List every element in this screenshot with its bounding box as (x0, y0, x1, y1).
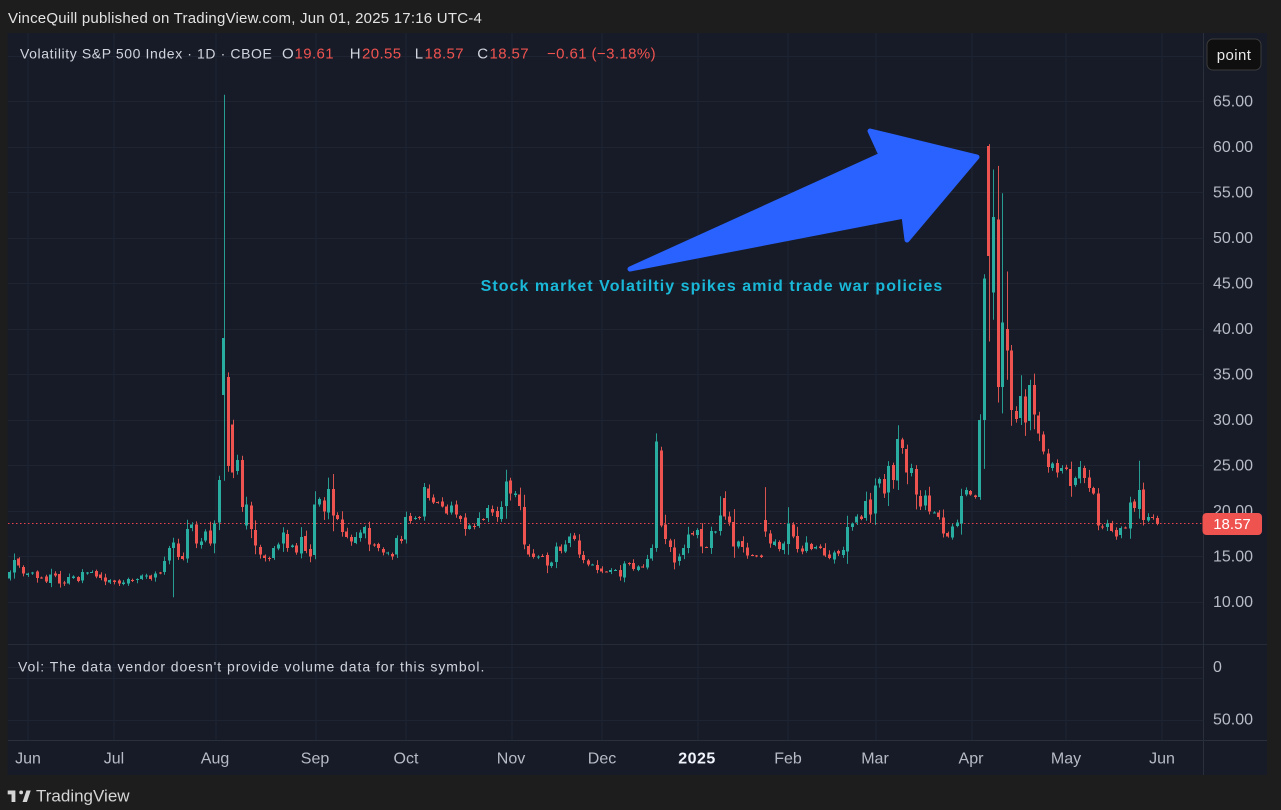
svg-text:35.00: 35.00 (1213, 367, 1253, 384)
svg-text:2025: 2025 (678, 751, 716, 768)
svg-text:55.00: 55.00 (1213, 185, 1253, 202)
svg-text:50.00: 50.00 (1213, 230, 1253, 247)
svg-text:May: May (1051, 751, 1081, 768)
svg-text:Jun: Jun (1149, 751, 1175, 768)
svg-text:15.00: 15.00 (1213, 549, 1253, 566)
svg-text:point: point (1217, 47, 1252, 64)
svg-text:Dec: Dec (588, 751, 616, 768)
svg-text:25.00: 25.00 (1213, 458, 1253, 475)
svg-text:Vol: The data vendor doesn't p: Vol: The data vendor doesn't provide vol… (18, 659, 485, 675)
svg-text:Mar: Mar (861, 751, 889, 768)
svg-text:Aug: Aug (201, 751, 229, 768)
svg-text:Apr: Apr (959, 751, 985, 768)
svg-text:18.57: 18.57 (1213, 516, 1251, 533)
svg-text:60.00: 60.00 (1213, 139, 1253, 156)
svg-text:Jul: Jul (104, 751, 124, 768)
svg-text:Oct: Oct (394, 751, 419, 768)
svg-text:Volatility S&P 500 Index · 1D: Volatility S&P 500 Index · 1D · CBOE (20, 46, 272, 62)
svg-text:Feb: Feb (774, 751, 802, 768)
svg-text:40.00: 40.00 (1213, 321, 1253, 338)
svg-text:0: 0 (1213, 659, 1222, 676)
svg-text:Nov: Nov (497, 751, 525, 768)
svg-text:Jun: Jun (15, 751, 41, 768)
svg-text:45.00: 45.00 (1213, 276, 1253, 293)
svg-text:50.00: 50.00 (1213, 712, 1253, 729)
svg-text:Stock market Volatiltiy spikes: Stock market Volatiltiy spikes amid trad… (481, 278, 944, 295)
svg-text:TradingView: TradingView (36, 787, 130, 806)
svg-text:30.00: 30.00 (1213, 412, 1253, 429)
svg-text:65.00: 65.00 (1213, 94, 1253, 111)
svg-text:Sep: Sep (301, 751, 330, 768)
svg-text:VinceQuill published on Tradin: VinceQuill published on TradingView.com,… (8, 10, 482, 27)
svg-text:10.00: 10.00 (1213, 594, 1253, 611)
